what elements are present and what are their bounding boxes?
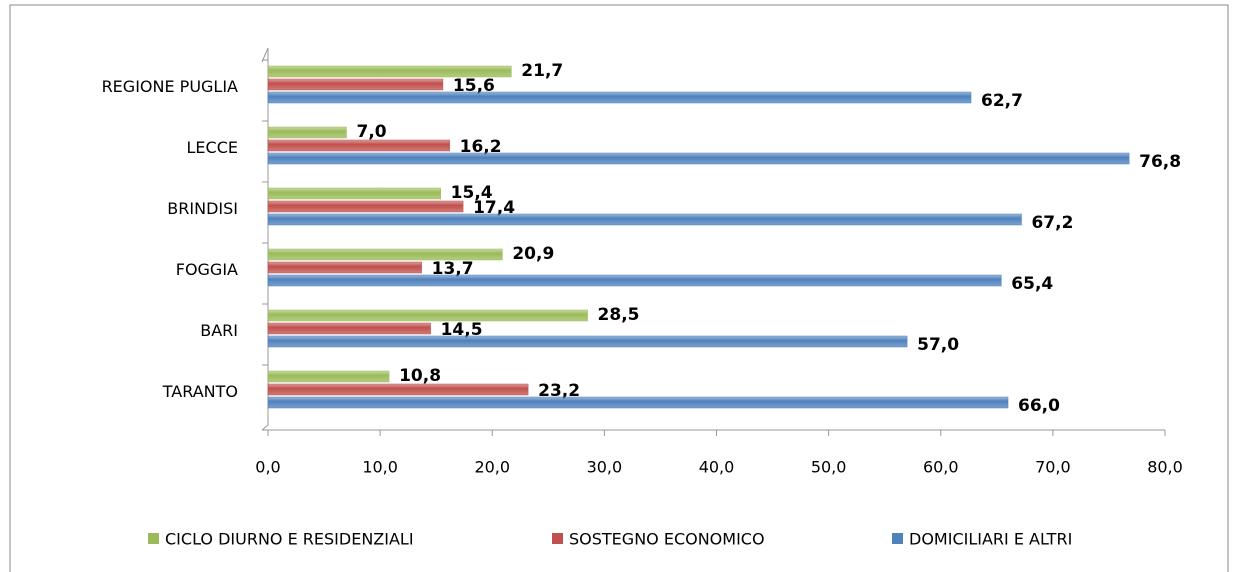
bar <box>267 126 347 139</box>
bar <box>267 65 512 78</box>
bar <box>267 139 450 152</box>
bar <box>267 274 1002 287</box>
y-tick-label: LECCE <box>187 138 238 157</box>
value-label: 10,8 <box>399 366 441 386</box>
bar <box>267 309 588 322</box>
y-tick-label: BRINDISI <box>167 199 238 218</box>
bar <box>267 396 1009 409</box>
value-label: 28,5 <box>598 305 640 325</box>
bar <box>267 213 1022 226</box>
value-label: 76,8 <box>1139 152 1181 172</box>
x-tick-label: 60,0 <box>923 458 959 477</box>
value-label: 15,4 <box>451 183 493 203</box>
value-label: 65,4 <box>1011 274 1053 294</box>
x-tick-label: 0,0 <box>255 458 280 477</box>
x-tick-label: 30,0 <box>587 458 623 477</box>
x-tick-label: 50,0 <box>811 458 847 477</box>
bar <box>267 370 390 383</box>
bar <box>267 152 1130 165</box>
value-label: 17,4 <box>473 198 515 218</box>
bar <box>267 91 972 104</box>
x-tick-label: 80,0 <box>1147 458 1183 477</box>
bar <box>267 322 431 335</box>
bar <box>267 78 444 91</box>
value-label: 13,7 <box>432 259 474 279</box>
value-label: 23,2 <box>538 381 580 401</box>
bar <box>267 261 422 274</box>
legend-swatch <box>148 533 159 544</box>
legend-label: CICLO DIURNO E RESIDENZIALI <box>165 530 414 549</box>
y-tick-label: BARI <box>200 321 238 340</box>
bar <box>267 187 441 200</box>
value-label: 62,7 <box>981 91 1023 111</box>
x-tick-label: 10,0 <box>362 458 398 477</box>
y-tick-label: TARANTO <box>162 382 238 401</box>
y-tick-label: FOGGIA <box>176 260 238 279</box>
legend-label: SOSTEGNO ECONOMICO <box>569 530 765 549</box>
value-label: 7,0 <box>356 122 386 142</box>
y-tick-label: REGIONE PUGLIA <box>102 77 238 96</box>
value-label: 14,5 <box>441 320 483 340</box>
bar <box>267 248 503 261</box>
axis-wall <box>261 47 269 431</box>
value-label: 20,9 <box>512 244 554 264</box>
chart-frame <box>9 4 1229 572</box>
value-label: 21,7 <box>521 61 563 81</box>
value-label: 16,2 <box>460 137 502 157</box>
bar <box>267 335 908 348</box>
legend-label: DOMICILIARI E ALTRI <box>909 530 1072 549</box>
value-label: 66,0 <box>1018 396 1060 416</box>
x-tick-label: 40,0 <box>699 458 735 477</box>
legend-swatch <box>892 533 903 544</box>
value-label: 15,6 <box>453 76 495 96</box>
bar <box>267 200 464 213</box>
x-tick-label: 70,0 <box>1035 458 1071 477</box>
x-tick-label: 20,0 <box>474 458 510 477</box>
bar <box>267 383 529 396</box>
value-label: 57,0 <box>917 335 959 355</box>
value-label: 67,2 <box>1031 213 1073 233</box>
legend-swatch <box>552 533 563 544</box>
